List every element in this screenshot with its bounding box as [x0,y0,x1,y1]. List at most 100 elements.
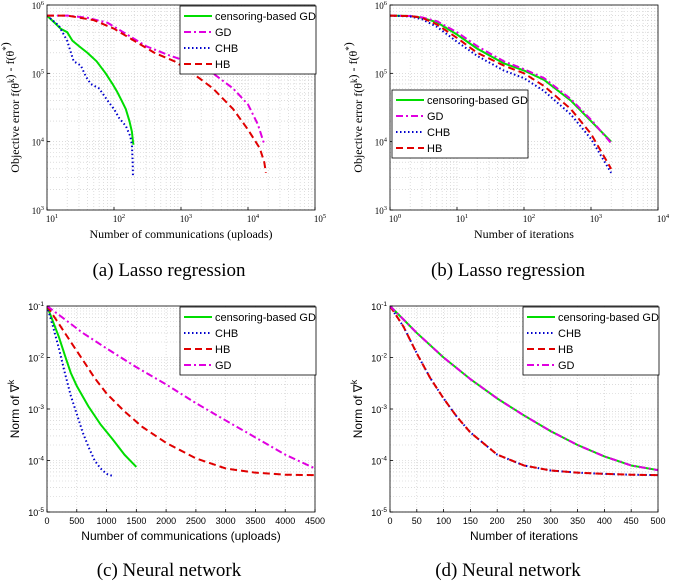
x-tick-label: 100 [389,213,401,224]
x-tick-label: 101 [46,213,58,224]
y-axis-label: Objective error f(θk) - f(θ*) [0,42,22,172]
chart-panel-1: 100 101 102 103 104 103 104 105 106 Number of ite… [341,0,670,241]
y-tick-label: 106 [32,0,45,11]
y-tick-label: 10-3 [371,404,387,415]
legend: censoring-based GD GD CHB HB [179,5,317,75]
series-line-chb [47,306,113,477]
x-tick-label: 150 [463,516,478,526]
y-tick-label: 10-2 [28,353,44,364]
legend-label: censoring-based GD [215,312,316,324]
legend-label: GD [215,360,232,372]
y-axis-label: Norm of ∇k [349,379,365,438]
x-tick-label: 103 [590,213,602,224]
legend-box [391,89,529,159]
series-line-gd [390,306,658,472]
caption-d: (d) Neural network [435,560,581,581]
y-tick-label: 106 [375,0,388,11]
x-tick-label: 2000 [156,516,176,526]
legend: censoring-based GD GD CHB HB [391,89,529,159]
caption-c: (c) Neural network [96,560,242,581]
y-tick-label: 105 [32,68,44,79]
legend-label: CHB [215,328,238,340]
y-tick-label: 10-1 [28,301,44,312]
series-group [390,306,658,477]
series-group [47,306,315,477]
x-tick-label: 500 [69,516,84,526]
y-tick-label: 104 [375,137,388,148]
y-axis-label: Norm of ∇k [6,379,22,438]
legend-label: GD [215,27,232,39]
y-tick-label: 104 [32,137,45,148]
legend-label: HB [215,344,230,356]
x-axis-label: Number of iterations [474,227,574,241]
chart-panel-0: 101 102 103 104 105 103 104 105 106 Number of com… [0,0,326,241]
x-tick-label: 1500 [126,516,146,526]
series-line-gd [390,14,612,144]
series-line-chb [47,14,134,178]
x-tick-label: 101 [456,213,468,224]
x-axis-label: Number of communications (uploads) [81,529,280,543]
x-tick-label: 4000 [275,516,295,526]
series-line-censoring-based-gd [47,14,135,145]
legend-label: HB [215,59,230,71]
x-tick-label: 3000 [216,516,236,526]
y-tick-label: 103 [375,205,387,216]
x-tick-label: 100 [436,516,451,526]
x-axis-label: Number of communications (uploads) [90,227,273,241]
y-tick-label: 10-1 [371,301,387,312]
x-tick-label: 4500 [305,516,325,526]
x-tick-label: 200 [490,516,505,526]
x-tick-label: 500 [650,516,665,526]
x-tick-label: 400 [597,516,612,526]
x-tick-label: 103 [180,213,192,224]
legend: censoring-based GD CHB HB GD [179,306,317,376]
x-tick-label: 104 [247,213,260,224]
x-tick-label: 350 [570,516,585,526]
series-line-hb [390,14,613,170]
legend-label: HB [558,344,573,356]
y-tick-label: 105 [375,68,387,79]
x-tick-label: 0 [387,516,392,526]
series-group [390,14,613,174]
x-tick-label: 102 [113,213,125,224]
series-line-gd [47,306,315,470]
y-tick-label: 10-4 [371,456,387,467]
series-line-gd [47,14,266,146]
legend-label: GD [558,360,575,372]
y-tick-label: 10-5 [371,507,387,518]
x-axis-label: Number of iterations [470,529,578,543]
y-tick-label: 10-5 [28,507,44,518]
x-tick-label: 300 [543,516,558,526]
x-tick-label: 102 [523,213,535,224]
series-line-hb [47,306,315,477]
x-tick-label: 3500 [245,516,265,526]
x-tick-label: 250 [516,516,531,526]
legend: censoring-based GD CHB HB GD [522,306,660,376]
x-tick-label: 1000 [97,516,117,526]
caption-a: (a) Lasso regression [92,260,246,281]
legend-label: HB [427,143,442,155]
caption-b: (b) Lasso regression [430,260,586,281]
legend-box [179,5,317,75]
legend-label: CHB [427,127,450,139]
legend-label: censoring-based GD [427,95,528,107]
series-line-hb [390,306,658,477]
legend-box [522,306,660,376]
y-tick-label: 10-3 [28,404,44,415]
grid [46,5,315,211]
series-line-censoring-based-gd [47,306,138,468]
legend-label: CHB [215,43,238,55]
chart-panel-3: 0 50 100 150 200 250 300 350 400 450 500 10-5 10-4 10… [349,301,666,543]
chart-panel-2: 0 500 1000 1500 2000 2500 3000 3500 4000 4500 10-5… [6,301,325,543]
x-tick-label: 50 [412,516,422,526]
legend-label: GD [427,111,444,123]
x-tick-label: 450 [624,516,639,526]
y-tick-label: 103 [32,205,44,216]
y-axis-label: Objective error f(θk) - f(θ*) [341,42,365,172]
y-tick-label: 10-2 [371,353,387,364]
legend-label: CHB [558,328,581,340]
x-tick-label: 2500 [186,516,206,526]
legend-box [179,306,317,376]
x-tick-label: 0 [44,516,49,526]
